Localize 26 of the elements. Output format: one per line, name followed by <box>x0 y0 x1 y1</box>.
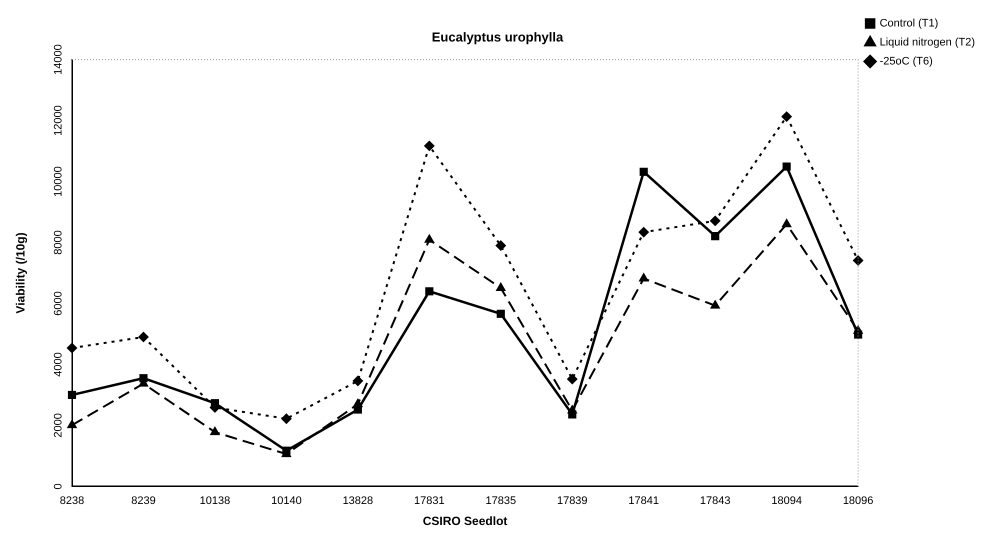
y-tick-label: 6000 <box>52 291 65 316</box>
chart-title: Eucalyptus urophylla <box>432 29 564 44</box>
x-tick-label: 17843 <box>700 495 730 508</box>
y-tick-label: 0 <box>52 483 65 490</box>
y-tick-label: 10000 <box>52 166 65 197</box>
y-tick-label: 2000 <box>52 413 65 438</box>
x-tick-label: 10138 <box>200 495 230 508</box>
x-axis-title: CSIRO Seedlot <box>422 514 508 528</box>
y-tick-label: 8000 <box>52 230 65 255</box>
x-tick-label: 17839 <box>556 495 588 508</box>
legend-label: Control (T1) <box>880 18 938 30</box>
x-tick-label: 13828 <box>342 495 374 508</box>
x-tick-label: 17835 <box>485 495 516 508</box>
x-tick-label: 8239 <box>131 495 156 508</box>
y-tick-label: 12000 <box>52 105 65 136</box>
x-tick-label: 17831 <box>414 495 445 508</box>
x-tick-label: 17841 <box>628 495 660 508</box>
y-axis-title: Viability (/10g) <box>14 232 28 314</box>
x-tick-label: 10140 <box>271 495 302 508</box>
legend-label: Liquid nitrogen (T2) <box>880 36 976 49</box>
x-tick-label: 18096 <box>842 495 874 508</box>
y-tick-label: 14000 <box>52 44 65 75</box>
y-tick-label: 4000 <box>52 352 65 377</box>
x-tick-label: 18094 <box>771 495 802 508</box>
x-tick-label: 8238 <box>60 495 84 508</box>
legend-label: -25oC (T6) <box>880 56 933 68</box>
